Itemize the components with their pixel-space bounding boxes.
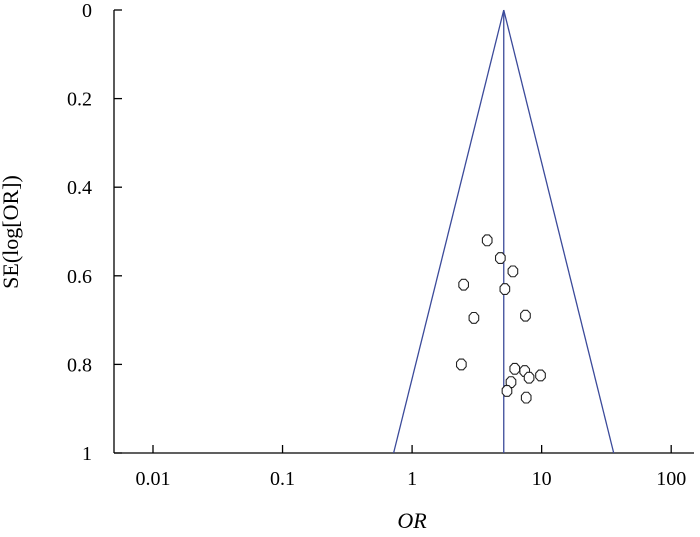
x-tick-label: 0.01 [135,468,170,490]
y-tick-label: 0.6 [67,266,92,288]
x-axis-title: OR [397,508,427,533]
study-point [520,391,532,404]
study-point [507,265,519,278]
x-tick-label: 10 [532,468,552,490]
study-point [481,234,493,247]
study-point [468,311,480,324]
y-tick-label: 1 [82,443,92,465]
funnel-right-line [503,9,615,454]
y-tick-label: 0.4 [67,177,92,199]
study-point [501,385,513,397]
study-point [520,309,531,322]
study-point [523,371,535,384]
y-tick-label: 0 [82,0,92,22]
study-point [499,283,511,296]
y-tick-label: 0.2 [67,89,92,111]
study-point [494,252,506,265]
study-point [505,376,517,389]
y-axis-title: SE(log[OR]) [0,175,23,289]
study-point [455,358,467,371]
x-tick-label: 0.1 [270,468,295,490]
y-tick-label: 0.8 [67,354,92,376]
study-point [458,278,470,291]
study-point [509,362,521,375]
funnel-left-line [392,9,505,454]
x-tick-label: 100 [656,468,686,490]
x-tick-label: 1 [407,468,417,490]
study-point [535,369,546,382]
